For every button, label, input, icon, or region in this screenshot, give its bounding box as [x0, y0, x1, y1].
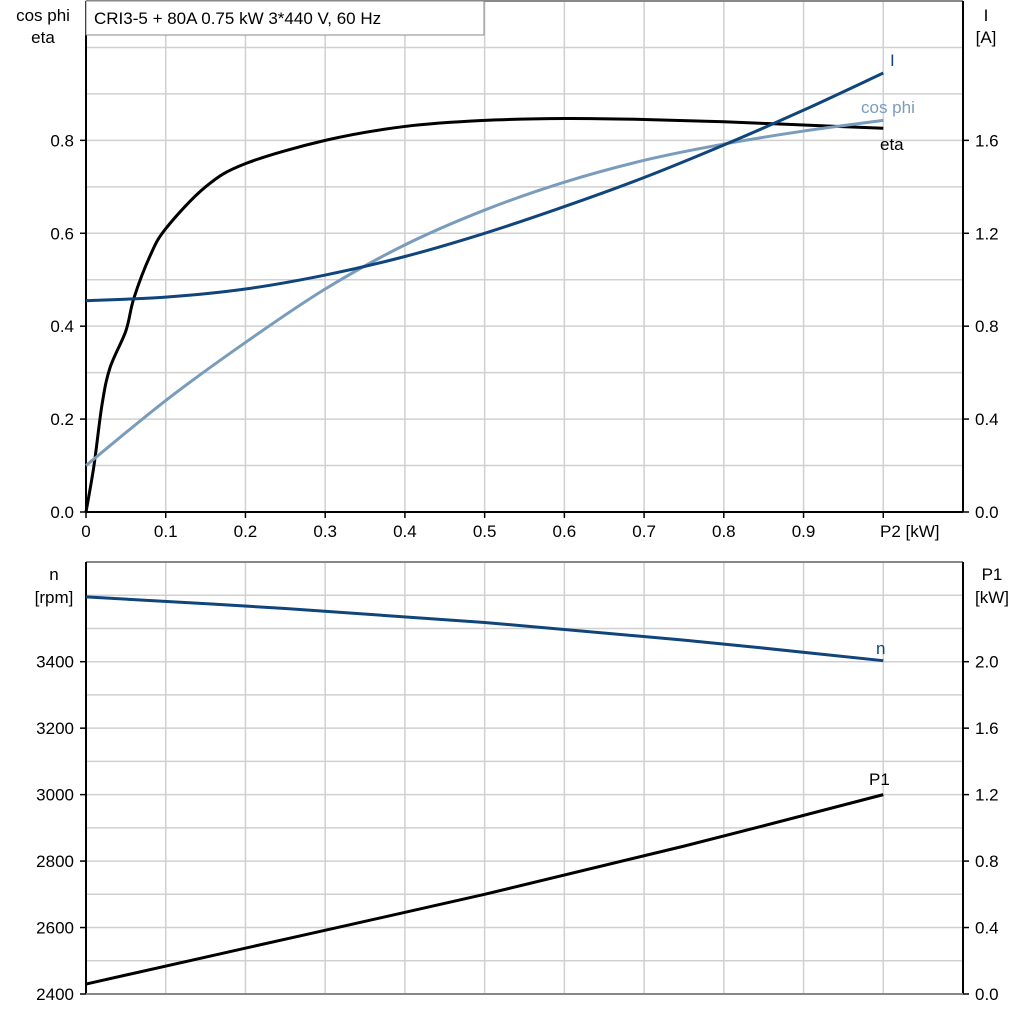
left-tick-label: 3000 [36, 786, 74, 805]
left-tick-label: 2800 [36, 852, 74, 871]
right-tick-label: 0.4 [975, 919, 999, 938]
tick-labels: 0.0 0.2 0.4 0.6 0.8 0.0 0.4 0.8 1.2 1.6 0 0.1 0.2 0.3… [36, 131, 998, 1004]
axes [85, 0, 964, 995]
series-line-eta [84, 117, 884, 513]
left-tick-label: 3400 [36, 653, 74, 672]
left-tick-label: 0.2 [50, 410, 74, 429]
series-label-cos-phi: cos phi [861, 98, 915, 117]
x-tick-label: 0.9 [792, 522, 816, 541]
x-tick-label: 0 [81, 522, 90, 541]
right-tick-label: 0.8 [975, 317, 999, 336]
right-tick-label: 0.4 [975, 410, 999, 429]
series-label-eta: eta [880, 135, 904, 154]
right-tick-label: 1.6 [975, 719, 999, 738]
series-line-n [85, 595, 884, 663]
bottom-right-axis-label-1: P1 [982, 565, 1003, 584]
right-tick-label: 1.2 [975, 786, 999, 805]
series-label-I: I [890, 51, 895, 70]
series-label-P1: P1 [869, 770, 890, 789]
left-tick-label: 0.6 [50, 224, 74, 243]
x-tick-label: 0.8 [712, 522, 736, 541]
left-tick-label: 3200 [36, 719, 74, 738]
series [84, 71, 884, 986]
x-tick-label: 0.1 [154, 522, 178, 541]
right-tick-label: 0.0 [975, 985, 999, 1004]
top-right-axis-label-1: I [984, 6, 989, 25]
right-tick-label: 2.0 [975, 653, 999, 672]
x-tick-label: 0.5 [473, 522, 497, 541]
top-left-axis-label-1: cos phi [16, 6, 70, 25]
left-tick-label: 0.8 [50, 131, 74, 150]
chart-title: CRI3-5 + 80A 0.75 kW 3*440 V, 60 Hz [94, 9, 381, 28]
left-tick-label: 2400 [36, 985, 74, 1004]
right-tick-label: 1.2 [975, 224, 999, 243]
x-tick-label: 0.2 [234, 522, 258, 541]
bottom-left-axis-label-2: [rpm] [35, 588, 74, 607]
x-tick-label: 0.3 [313, 522, 337, 541]
x-tick-label: 0.4 [393, 522, 417, 541]
x-axis-label: P2 [kW] [880, 522, 940, 541]
left-tick-label: 0.0 [50, 503, 74, 522]
bottom-right-axis-label-2: [kW] [975, 588, 1009, 607]
right-tick-label: 0.8 [975, 852, 999, 871]
series-line-I [85, 71, 884, 303]
left-tick-label: 2600 [36, 919, 74, 938]
left-tick-label: 0.4 [50, 317, 74, 336]
series-label-n: n [876, 639, 885, 658]
x-tick-label: 0.6 [553, 522, 577, 541]
title-box [85, 0, 485, 36]
top-left-axis-label-2: eta [31, 28, 55, 47]
series-line-P1 [85, 793, 884, 986]
top-right-axis-label-2: [A] [976, 28, 997, 47]
right-tick-label: 1.6 [975, 131, 999, 150]
right-tick-label: 0.0 [975, 503, 999, 522]
gridlines [86, 1, 963, 994]
x-tick-label: 0.7 [632, 522, 656, 541]
bottom-left-axis-label-1: n [49, 565, 58, 584]
